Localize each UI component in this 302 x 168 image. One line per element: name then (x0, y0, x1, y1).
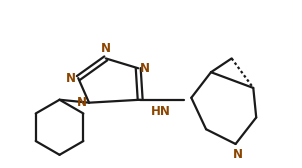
Text: N: N (233, 148, 243, 161)
Text: HN: HN (150, 105, 170, 118)
Text: N: N (101, 43, 111, 55)
Text: N: N (140, 62, 150, 75)
Text: N: N (77, 96, 87, 109)
Text: N: N (66, 72, 76, 85)
